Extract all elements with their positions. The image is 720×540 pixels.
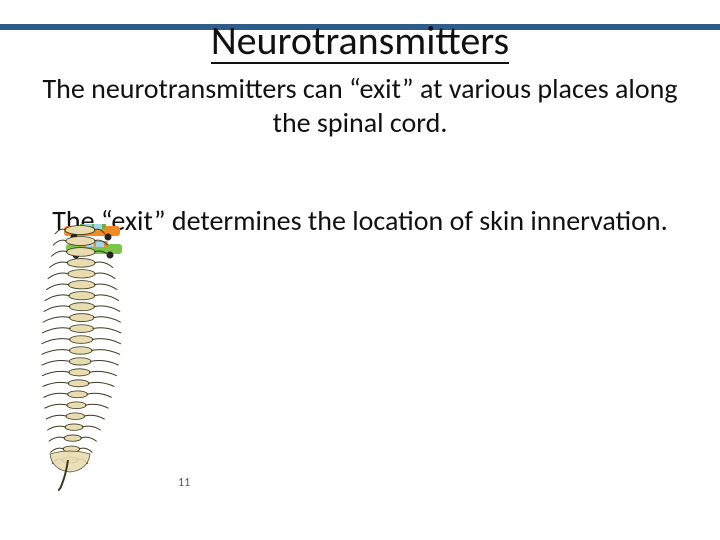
- title-container: Neurotransmitters: [170, 20, 550, 64]
- spine-illustration: [32, 222, 132, 492]
- slide-title: Neurotransmitters: [211, 20, 509, 64]
- page-number: 11: [178, 476, 190, 490]
- slide: Neurotransmitters The neurotransmitters …: [0, 0, 720, 540]
- paragraph-1: The neurotransmitters can “exit” at vari…: [40, 72, 680, 139]
